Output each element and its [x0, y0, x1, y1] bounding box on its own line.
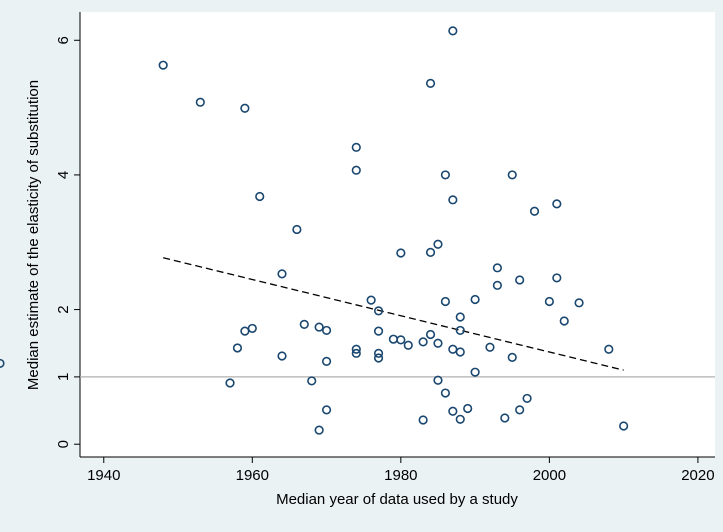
point	[500, 413, 510, 423]
plot-area	[80, 12, 715, 457]
point	[448, 406, 458, 416]
point	[455, 414, 465, 424]
y-tick-label: 2	[55, 305, 72, 313]
point	[158, 60, 168, 70]
point	[425, 78, 436, 88]
point	[552, 273, 562, 283]
point	[544, 296, 554, 307]
point	[425, 247, 436, 257]
fit-line	[163, 257, 624, 371]
point	[515, 275, 525, 285]
point	[255, 191, 265, 202]
point	[321, 356, 332, 367]
point	[292, 224, 302, 235]
point	[314, 322, 324, 332]
point	[351, 348, 361, 358]
point	[195, 97, 205, 107]
point	[463, 403, 473, 414]
point	[448, 195, 458, 205]
point	[507, 170, 517, 180]
point	[433, 239, 443, 249]
x-tick-label: 1980	[384, 467, 417, 484]
point	[351, 344, 361, 354]
point	[321, 405, 332, 415]
point	[485, 342, 495, 352]
point	[351, 142, 361, 152]
point	[552, 199, 562, 209]
y-tick-label: 0	[55, 440, 72, 448]
point	[307, 376, 317, 386]
point	[440, 296, 451, 307]
point	[559, 316, 569, 326]
point	[470, 367, 480, 377]
point	[366, 295, 376, 305]
point	[604, 344, 614, 354]
point	[507, 352, 517, 362]
point	[574, 298, 584, 308]
point	[403, 340, 413, 350]
point	[448, 26, 458, 36]
point	[425, 329, 436, 340]
point	[455, 347, 465, 357]
point	[455, 325, 465, 336]
point	[247, 323, 257, 334]
point	[314, 425, 324, 435]
point	[433, 375, 443, 385]
point	[277, 269, 287, 279]
x-tick-label: 1940	[87, 467, 120, 484]
x-tick-label: 2020	[681, 467, 714, 484]
point	[433, 338, 443, 348]
point	[418, 415, 428, 425]
point	[492, 280, 502, 290]
y-tick-label: 1	[55, 373, 72, 381]
point	[232, 343, 243, 353]
y-axis-title: Median estimate of the elasticity of sub…	[25, 80, 42, 390]
point	[619, 421, 629, 431]
x-axis-title: Median year of data used by a study	[276, 491, 518, 508]
point	[396, 335, 406, 345]
point	[225, 378, 235, 388]
point	[299, 319, 309, 329]
point	[440, 388, 451, 398]
point	[529, 206, 540, 216]
point	[373, 306, 384, 316]
point	[373, 353, 384, 363]
point	[455, 312, 465, 322]
point	[373, 348, 384, 358]
point	[470, 294, 480, 305]
point	[0, 358, 5, 369]
point	[277, 351, 287, 361]
point	[418, 337, 428, 347]
point	[351, 165, 361, 175]
point	[240, 103, 250, 113]
y-tick-label: 4	[55, 171, 72, 179]
point	[396, 248, 406, 258]
x-tick-label: 2000	[533, 467, 566, 484]
point	[373, 326, 384, 336]
point	[522, 393, 532, 404]
point	[440, 170, 451, 180]
y-tick-label: 6	[55, 36, 72, 44]
point	[321, 325, 332, 336]
point	[492, 263, 502, 273]
point	[515, 405, 525, 415]
x-tick-label: 1960	[236, 467, 269, 484]
